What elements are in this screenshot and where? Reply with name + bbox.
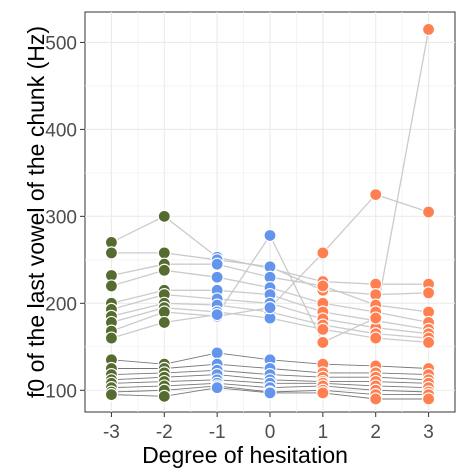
x-axis-ticks: -3 -2 -1 0 1 2 3 [103,412,434,443]
data-point [316,335,330,350]
data-point [157,246,171,260]
y-axis-title: f0 of the last vowel of the chunk (Hz) [23,26,49,398]
data-point [421,205,436,219]
data-point [369,392,383,406]
x-tick-label: 1 [318,422,329,443]
data-point [104,246,119,260]
x-tick-label: -3 [103,422,120,443]
data-point [263,386,277,400]
data-point [210,270,224,284]
y-tick-label: 300 [45,207,77,228]
y-tick-label: 500 [45,33,77,54]
data-point [210,308,224,322]
data-point [316,246,330,260]
data-point [421,286,436,300]
data-point [104,388,119,402]
x-tick-label: 3 [423,422,434,443]
data-point [157,209,171,223]
data-point [210,346,224,360]
x-tick-label: -1 [209,422,226,443]
x-tick-label: 2 [370,422,381,443]
data-point [369,311,383,325]
data-point [263,228,277,243]
data-point [421,392,436,406]
data-point [104,279,119,293]
data-point [210,381,224,395]
data-point [316,279,330,293]
y-tick-label: 200 [45,294,77,315]
x-tick-label: -2 [156,422,173,443]
data-point [263,301,277,315]
data-point [369,331,383,345]
data-point [210,257,224,271]
y-tick-label: 100 [45,381,77,402]
y-tick-label: 400 [45,120,77,141]
data-point [421,335,436,350]
data-point [316,322,330,336]
data-points [104,22,436,406]
data-point [104,331,119,345]
y-axis-ticks: 100 200 300 400 500 [45,33,85,402]
x-tick-label: 0 [265,422,276,443]
x-axis-title: Degree of hesitation [142,442,348,468]
data-point [316,386,330,400]
data-point [421,22,436,36]
data-point [369,188,383,202]
data-point [157,263,171,277]
data-point [157,315,171,330]
data-point [157,389,171,403]
